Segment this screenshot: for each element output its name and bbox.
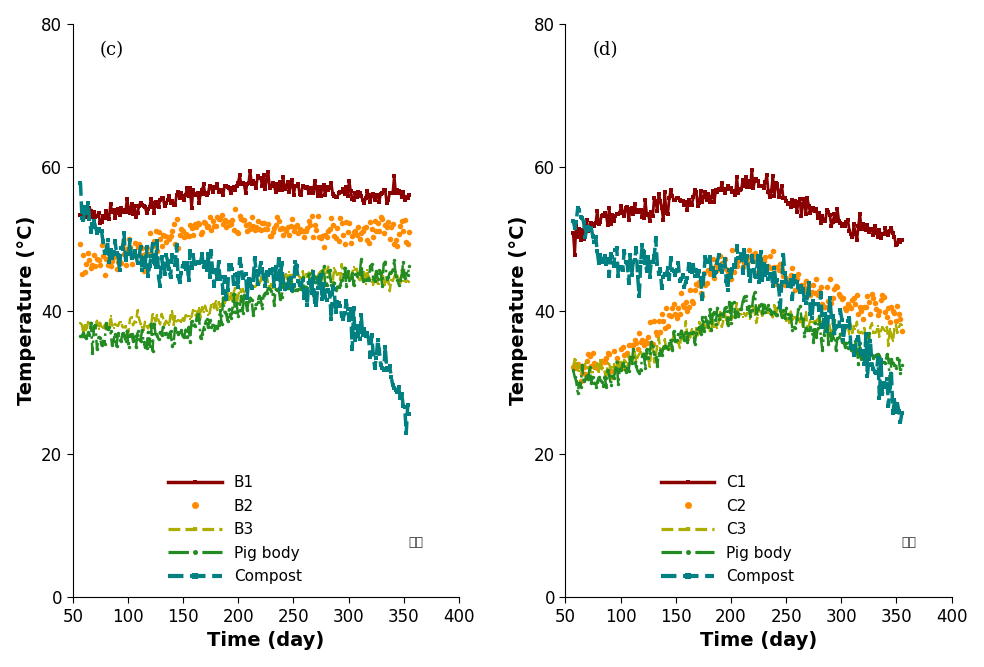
Text: (c): (c): [99, 41, 124, 59]
Text: 여우: 여우: [408, 536, 424, 548]
Legend: B1, B2, B3, Pig body, Compost: B1, B2, B3, Pig body, Compost: [168, 476, 302, 584]
Y-axis label: Temperature (°C): Temperature (°C): [510, 216, 528, 405]
X-axis label: Time (day): Time (day): [700, 632, 817, 650]
Text: (d): (d): [592, 41, 618, 59]
Y-axis label: Temperature (°C): Temperature (°C): [17, 216, 35, 405]
X-axis label: Time (day): Time (day): [208, 632, 325, 650]
Legend: C1, C2, C3, Pig body, Compost: C1, C2, C3, Pig body, Compost: [661, 476, 794, 584]
Text: 여우: 여우: [901, 536, 916, 548]
